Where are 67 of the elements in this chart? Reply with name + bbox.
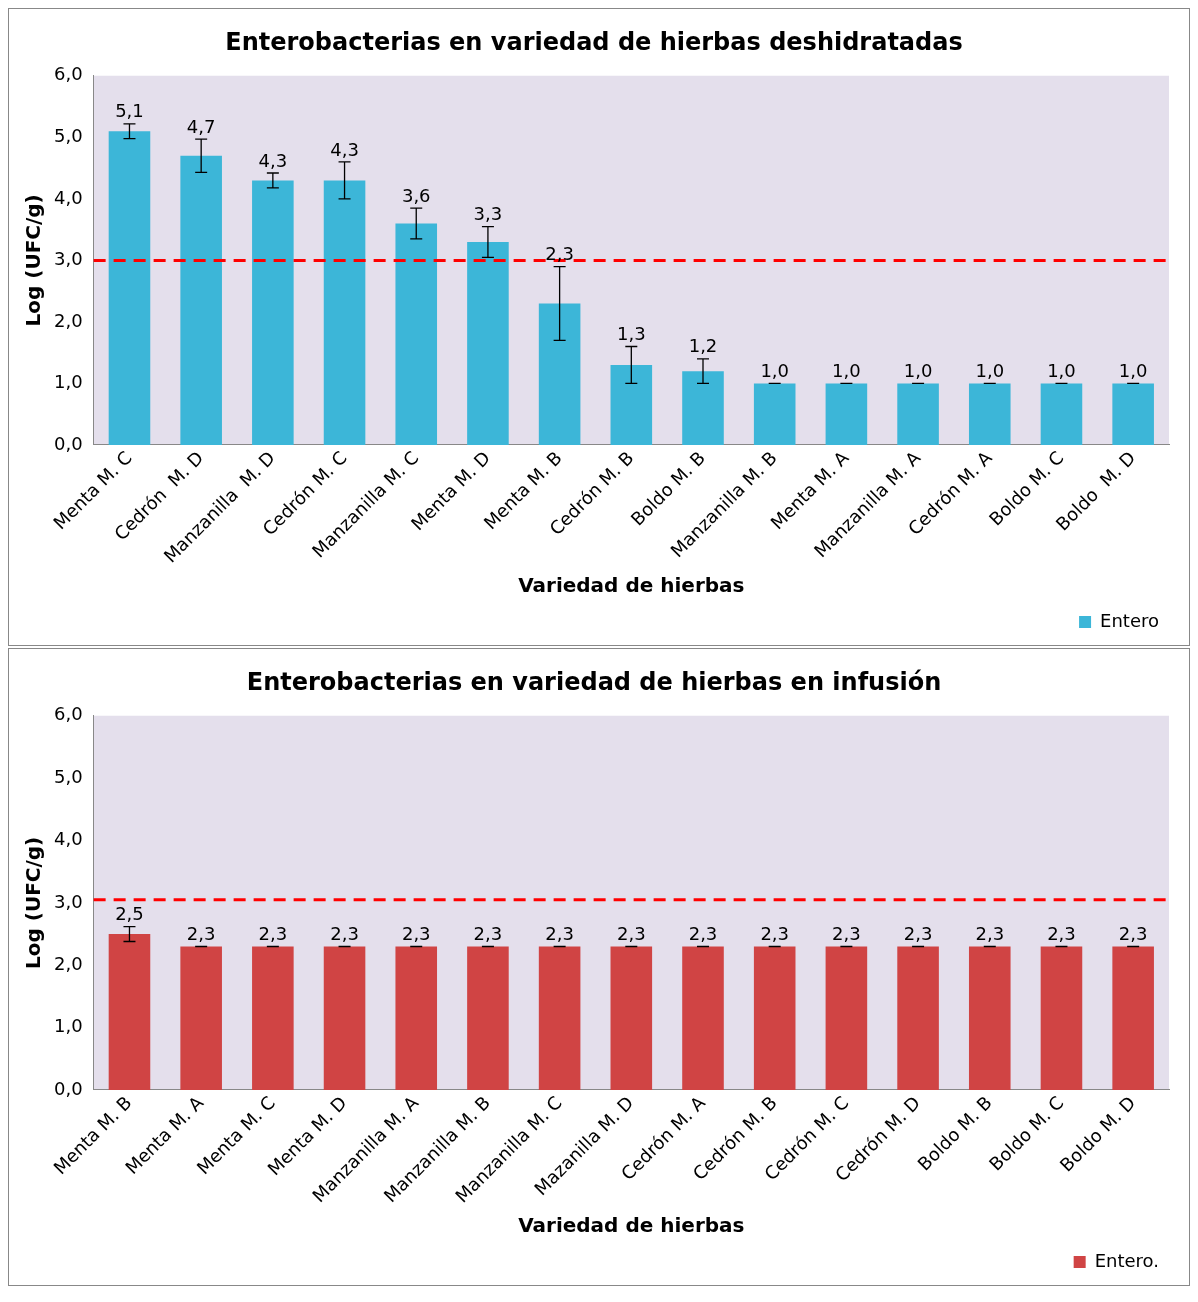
bar	[1112, 383, 1154, 445]
data-label: 3,3	[473, 203, 503, 225]
data-label: 3,6	[401, 184, 431, 206]
y-tick-label: 3,0	[53, 890, 83, 912]
bar	[753, 383, 796, 445]
y-tick-label: 5,0	[53, 765, 83, 787]
data-label: 4,7	[186, 115, 216, 137]
y-axis-title: Log (UFC/g)	[21, 194, 46, 327]
data-label: 1,0	[1118, 360, 1148, 382]
data-label: 2,3	[545, 243, 574, 265]
bar	[1040, 383, 1083, 445]
data-label: 2,3	[186, 923, 216, 945]
y-tick-label: 0,0	[53, 1077, 83, 1099]
data-label: 1,0	[760, 360, 790, 382]
chart-title: Enterobacterias en variedad de hierbas en infusión	[246, 667, 942, 696]
data-label: 2,3	[688, 923, 718, 945]
data-label: 2,3	[473, 923, 503, 945]
data-label: 2,3	[330, 923, 359, 945]
data-label: 1,0	[832, 360, 861, 382]
bar	[180, 155, 222, 445]
y-tick-label: 0,0	[53, 432, 83, 454]
data-label: 1,0	[1047, 360, 1076, 382]
data-label: 1,0	[975, 360, 1005, 382]
data-label: 4,3	[330, 138, 359, 160]
y-tick-label: 2,0	[53, 952, 83, 974]
y-tick-label: 3,0	[53, 248, 83, 270]
data-label: 4,3	[258, 149, 288, 171]
data-label: 2,3	[545, 923, 574, 945]
bar	[323, 180, 366, 445]
data-label: 2,3	[401, 923, 431, 945]
data-label: 2,3	[832, 923, 861, 945]
bar	[897, 383, 939, 445]
legend-label: Entero.	[1094, 1249, 1160, 1271]
y-tick-label: 1,0	[53, 1015, 83, 1037]
bar	[395, 223, 438, 445]
y-tick-label: 4,0	[53, 828, 83, 850]
bar	[108, 131, 151, 445]
data-label: 5,1	[115, 100, 144, 122]
bar	[538, 303, 581, 445]
data-label: 2,3	[1047, 923, 1076, 945]
legend-label: Entero	[1100, 609, 1160, 631]
bar	[682, 371, 724, 445]
data-label: 1,3	[616, 323, 646, 345]
y-tick-label: 5,0	[53, 125, 83, 146]
data-label: 2,3	[760, 923, 790, 945]
data-label: 2,3	[616, 923, 646, 945]
bar	[968, 383, 1011, 445]
y-axis-title: Log (UFC/g)	[21, 836, 46, 969]
y-tick-label: 4,0	[53, 186, 83, 208]
data-label: 2,5	[115, 903, 144, 925]
bar	[610, 364, 653, 445]
x-axis-title: Variedad de hierbas	[518, 573, 745, 598]
y-tick-label: 1,0	[53, 371, 83, 393]
data-label: 2,3	[903, 923, 933, 945]
y-tick-label: 2,0	[53, 309, 83, 331]
y-tick-label: 6,0	[53, 703, 83, 725]
bar	[252, 180, 294, 445]
data-label: 2,3	[258, 923, 288, 945]
data-label: 2,3	[975, 923, 1005, 945]
bar	[825, 383, 868, 445]
data-label: 2,3	[1118, 923, 1148, 945]
y-tick-label: 6,0	[53, 63, 83, 85]
data-label: 1,2	[688, 335, 718, 357]
data-label: 1,0	[903, 360, 933, 382]
chart-title: Enterobacterias en variedad de hierbas deshidratadas	[225, 27, 963, 56]
x-axis-title: Variedad de hierbas	[518, 1213, 745, 1238]
bar	[467, 241, 509, 445]
